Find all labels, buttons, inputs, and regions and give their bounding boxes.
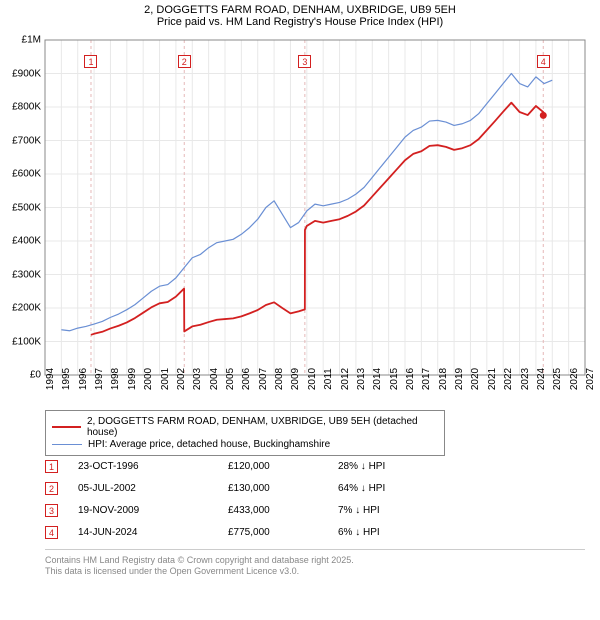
plot-svg	[45, 40, 585, 375]
transaction-marker: 1	[45, 460, 58, 473]
xtick-label: 2013	[356, 368, 367, 390]
transaction-diff: 6% ↓ HPI	[338, 527, 438, 538]
xtick-label: 2011	[323, 368, 334, 390]
xtick-label: 2007	[258, 368, 269, 390]
xtick-label: 2017	[421, 368, 432, 390]
xtick-label: 2000	[143, 368, 154, 390]
legend-label: HPI: Average price, detached house, Buck…	[88, 439, 330, 450]
transaction-marker: 4	[45, 526, 58, 539]
legend-row: HPI: Average price, detached house, Buck…	[52, 439, 438, 450]
xtick-label: 1998	[110, 368, 121, 390]
transaction-row: 3 19-NOV-2009£433,0007% ↓ HPI	[45, 499, 438, 521]
xtick-label: 2010	[307, 368, 318, 390]
footer-divider	[45, 549, 585, 550]
ytick-label: £100K	[12, 336, 41, 347]
ytick-label: £900K	[12, 68, 41, 79]
xtick-label: 1994	[45, 368, 56, 390]
chart-marker-2: 2	[178, 55, 191, 68]
transaction-price: £775,000	[228, 527, 338, 538]
legend-swatch	[52, 444, 82, 445]
legend: 2, DOGGETTS FARM ROAD, DENHAM, UXBRIDGE,…	[45, 410, 445, 456]
title-block: 2, DOGGETTS FARM ROAD, DENHAM, UXBRIDGE,…	[0, 0, 600, 28]
xtick-label: 2006	[241, 368, 252, 390]
transactions-table: 1 23-OCT-1996£120,00028% ↓ HPI 2 05-JUL-200…	[45, 455, 438, 543]
xtick-label: 2020	[470, 368, 481, 390]
transaction-row: 1 23-OCT-1996£120,00028% ↓ HPI	[45, 455, 438, 477]
xtick-label: 2005	[225, 368, 236, 390]
transaction-price: £433,000	[228, 505, 338, 516]
xtick-label: 2024	[536, 368, 547, 390]
transaction-price: £130,000	[228, 483, 338, 494]
ytick-label: £0	[30, 370, 41, 381]
ytick-label: £500K	[12, 202, 41, 213]
ytick-label: £800K	[12, 102, 41, 113]
xtick-label: 2015	[389, 368, 400, 390]
chart-marker-1: 1	[84, 55, 97, 68]
xtick-label: 2016	[405, 368, 416, 390]
transaction-row: 4 14-JUN-2024£775,0006% ↓ HPI	[45, 521, 438, 543]
xtick-label: 2023	[520, 368, 531, 390]
xtick-label: 2008	[274, 368, 285, 390]
transaction-date: 05-JUL-2002	[78, 483, 228, 494]
xtick-label: 2022	[503, 368, 514, 390]
ytick-label: £200K	[12, 303, 41, 314]
transaction-date: 19-NOV-2009	[78, 505, 228, 516]
xtick-label: 2021	[487, 368, 498, 390]
transaction-row: 2 05-JUL-2002£130,00064% ↓ HPI	[45, 477, 438, 499]
title-line-1: 2, DOGGETTS FARM ROAD, DENHAM, UXBRIDGE,…	[0, 4, 600, 16]
transaction-marker: 2	[45, 482, 58, 495]
transaction-diff: 28% ↓ HPI	[338, 461, 438, 472]
xtick-label: 2004	[209, 368, 220, 390]
transaction-diff: 7% ↓ HPI	[338, 505, 438, 516]
footer-line-1: Contains HM Land Registry data © Crown c…	[45, 555, 354, 566]
ytick-label: £300K	[12, 269, 41, 280]
chart-container: 2, DOGGETTS FARM ROAD, DENHAM, UXBRIDGE,…	[0, 0, 600, 28]
ytick-label: £600K	[12, 169, 41, 180]
transaction-date: 14-JUN-2024	[78, 527, 228, 538]
xtick-label: 2025	[552, 368, 563, 390]
xtick-label: 2001	[160, 368, 171, 390]
transaction-date: 23-OCT-1996	[78, 461, 228, 472]
xtick-label: 2012	[340, 368, 351, 390]
ytick-label: £1M	[22, 35, 41, 46]
legend-label: 2, DOGGETTS FARM ROAD, DENHAM, UXBRIDGE,…	[87, 416, 438, 438]
xtick-label: 2027	[585, 368, 596, 390]
chart-marker-3: 3	[298, 55, 311, 68]
xtick-label: 2009	[290, 368, 301, 390]
xtick-label: 2014	[372, 368, 383, 390]
legend-row: 2, DOGGETTS FARM ROAD, DENHAM, UXBRIDGE,…	[52, 416, 438, 438]
footer-note: Contains HM Land Registry data © Crown c…	[45, 555, 354, 578]
ytick-label: £700K	[12, 135, 41, 146]
xtick-label: 1996	[78, 368, 89, 390]
xtick-label: 1997	[94, 368, 105, 390]
ytick-label: £400K	[12, 236, 41, 247]
xtick-label: 1999	[127, 368, 138, 390]
xtick-label: 2018	[438, 368, 449, 390]
xtick-label: 1995	[61, 368, 72, 390]
transaction-price: £120,000	[228, 461, 338, 472]
footer-line-2: This data is licensed under the Open Gov…	[45, 566, 354, 577]
xtick-label: 2002	[176, 368, 187, 390]
xtick-label: 2019	[454, 368, 465, 390]
transaction-marker: 3	[45, 504, 58, 517]
legend-swatch	[52, 426, 81, 428]
xtick-label: 2003	[192, 368, 203, 390]
plot-area: £0£100K£200K£300K£400K£500K£600K£700K£80…	[45, 40, 585, 375]
transaction-diff: 64% ↓ HPI	[338, 483, 438, 494]
chart-marker-4: 4	[537, 55, 550, 68]
xtick-label: 2026	[569, 368, 580, 390]
title-line-2: Price paid vs. HM Land Registry's House …	[0, 16, 600, 28]
